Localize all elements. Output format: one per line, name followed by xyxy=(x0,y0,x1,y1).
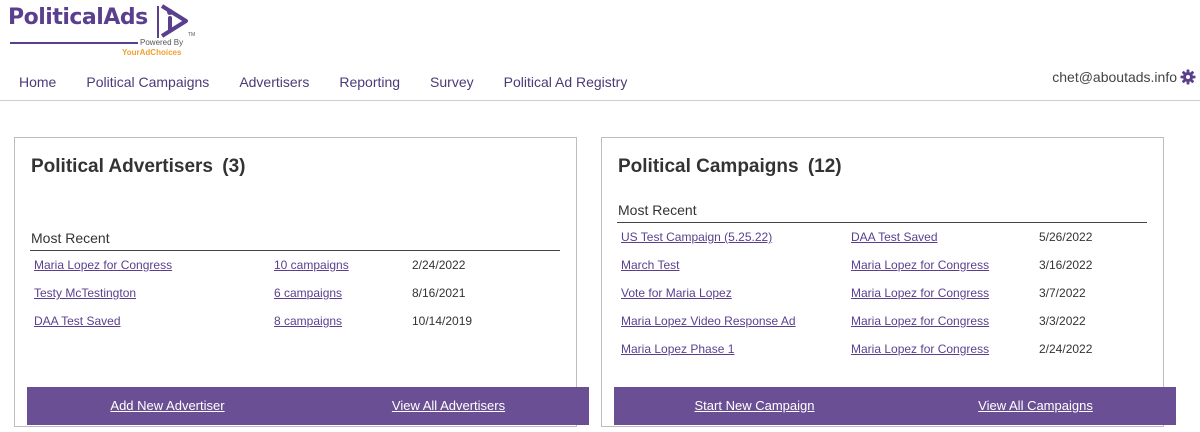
nav-advertisers[interactable]: Advertisers xyxy=(239,74,310,90)
header-divider xyxy=(0,100,1200,101)
campaign-name-link[interactable]: Maria Lopez Phase 1 xyxy=(621,342,735,356)
nav-home[interactable]: Home xyxy=(19,74,57,90)
advertisers-most-recent-rule xyxy=(30,250,560,251)
campaigns-most-recent-rule xyxy=(617,222,1147,223)
campaign-advertiser-link[interactable]: DAA Test Saved xyxy=(851,230,938,244)
campaign-advertiser-link[interactable]: Maria Lopez for Congress xyxy=(851,286,990,300)
campaign-date: 3/3/2022 xyxy=(1039,314,1086,328)
advertiser-name-link[interactable]: Maria Lopez for Congress xyxy=(34,258,173,272)
campaign-name-link[interactable]: Maria Lopez Video Response Ad xyxy=(621,314,796,328)
advertisers-count: (3) xyxy=(222,156,246,177)
advertiser-row: DAA Test Saved 8 campaigns 10/14/2019 xyxy=(34,308,566,336)
campaign-date: 5/26/2022 xyxy=(1039,230,1093,244)
main-nav: Home Political Campaigns Advertisers Rep… xyxy=(0,72,638,94)
logo-underline xyxy=(10,42,138,44)
campaigns-panel-title: Political Campaigns (12) xyxy=(618,156,842,177)
campaign-row: Maria Lopez Video Response Ad Maria Lope… xyxy=(621,308,1153,336)
view-all-advertisers-button[interactable]: View All Advertisers xyxy=(391,398,506,413)
start-new-campaign-button[interactable]: Start New Campaign xyxy=(694,398,815,413)
campaign-date: 3/7/2022 xyxy=(1039,286,1086,300)
advertiser-date: 8/16/2021 xyxy=(412,286,466,300)
advertisers-panel: Political Advertisers (3) Most Recent Ma… xyxy=(14,137,577,427)
logo-i-play-icon xyxy=(157,4,188,38)
nav-reporting[interactable]: Reporting xyxy=(339,74,401,90)
campaign-date: 2/24/2022 xyxy=(1039,342,1093,356)
campaign-advertiser-link[interactable]: Maria Lopez for Congress xyxy=(851,342,990,356)
advertiser-name-link[interactable]: Testy McTestington xyxy=(34,286,137,300)
advertiser-row: Maria Lopez for Congress 10 campaigns 2/… xyxy=(34,252,566,280)
nav-political-campaigns[interactable]: Political Campaigns xyxy=(86,74,210,90)
advertiser-row: Testy McTestington 6 campaigns 8/16/2021 xyxy=(34,280,566,308)
campaigns-most-recent-label: Most Recent xyxy=(618,202,697,218)
campaign-row: US Test Campaign (5.25.22) DAA Test Save… xyxy=(621,224,1153,252)
advertiser-campaigns-link[interactable]: 6 campaigns xyxy=(274,286,343,300)
campaigns-panel: Political Campaigns (12) Most Recent US … xyxy=(601,137,1164,427)
campaign-row: Vote for Maria Lopez Maria Lopez for Con… xyxy=(621,280,1153,308)
user-email[interactable]: chet@aboutads.info xyxy=(1052,69,1177,85)
advertisers-most-recent-label: Most Recent xyxy=(31,230,110,246)
gear-icon[interactable] xyxy=(1180,69,1196,85)
advertiser-date: 10/14/2019 xyxy=(412,314,473,328)
campaign-advertiser-link[interactable]: Maria Lopez for Congress xyxy=(851,314,990,328)
campaign-name-link[interactable]: March Test xyxy=(621,258,680,272)
advertisers-panel-title: Political Advertisers (3) xyxy=(31,156,246,177)
campaign-name-link[interactable]: Vote for Maria Lopez xyxy=(621,286,732,300)
add-new-advertiser-button[interactable]: Add New Advertiser xyxy=(110,398,225,413)
advertiser-campaigns-link[interactable]: 10 campaigns xyxy=(274,258,349,272)
campaign-row: Maria Lopez Phase 1 Maria Lopez for Cong… xyxy=(621,336,1153,364)
logo-wordmark: PoliticalAds xyxy=(8,5,148,30)
advertiser-date: 2/24/2022 xyxy=(412,258,466,272)
campaigns-count: (12) xyxy=(807,156,842,177)
campaign-advertiser-link[interactable]: Maria Lopez for Congress xyxy=(851,258,990,272)
campaigns-panel-footer: Start New Campaign View All Campaigns xyxy=(614,387,1176,425)
campaign-date: 3/16/2022 xyxy=(1039,258,1093,272)
campaign-row: March Test Maria Lopez for Congress 3/16… xyxy=(621,252,1153,280)
nav-political-ad-registry[interactable]: Political Ad Registry xyxy=(503,74,628,90)
campaigns-list: US Test Campaign (5.25.22) DAA Test Save… xyxy=(621,224,1153,364)
advertiser-name-link[interactable]: DAA Test Saved xyxy=(34,314,121,328)
advertisers-list: Maria Lopez for Congress 10 campaigns 2/… xyxy=(34,252,566,336)
user-menu[interactable]: chet@aboutads.info xyxy=(1052,69,1196,85)
view-all-campaigns-button[interactable]: View All Campaigns xyxy=(978,398,1093,413)
campaign-name-link[interactable]: US Test Campaign (5.25.22) xyxy=(621,230,773,244)
advertisers-panel-footer: Add New Advertiser View All Advertisers xyxy=(27,387,589,425)
political-ads-logo[interactable]: PoliticalAds TM Powered By YourAdChoices xyxy=(8,2,198,60)
powered-by-brand: YourAdChoices xyxy=(122,48,182,57)
trademark: TM xyxy=(188,32,196,38)
powered-by-label: Powered By xyxy=(140,38,184,47)
nav-survey[interactable]: Survey xyxy=(430,74,474,90)
advertiser-campaigns-link[interactable]: 8 campaigns xyxy=(274,314,343,328)
